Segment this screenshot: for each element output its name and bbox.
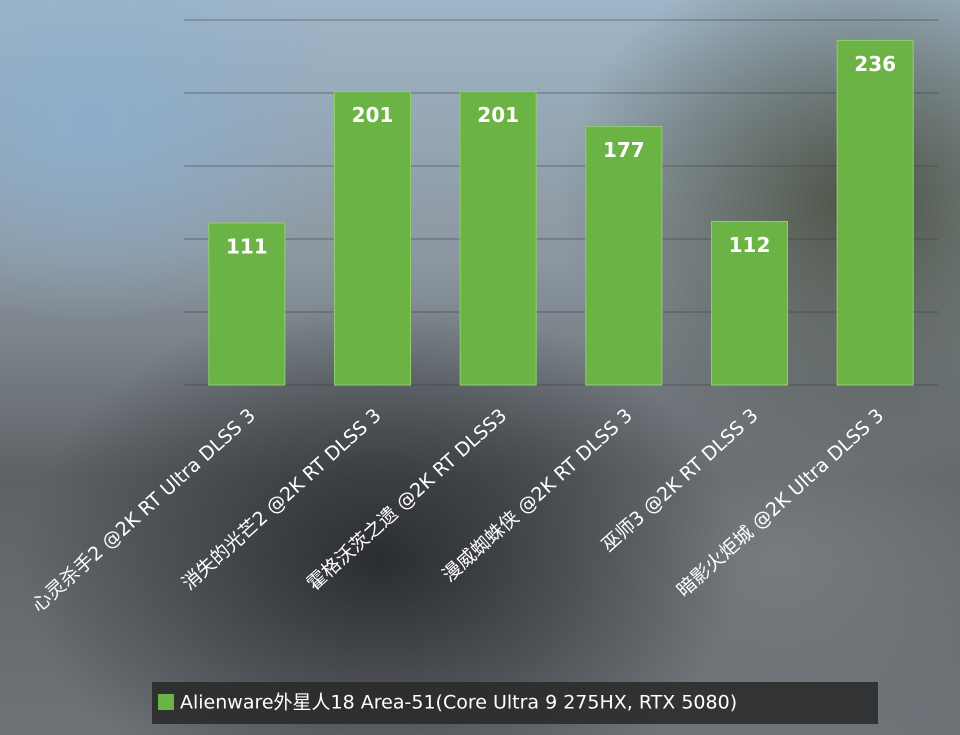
x-tick-label: 消失的光芒2 @2K RT DLSS 3 — [178, 404, 386, 594]
bar — [585, 126, 663, 386]
value-label: 111 — [226, 234, 268, 258]
legend-label: Alienware外星人18 Area-51(Core Ultra 9 275H… — [180, 692, 737, 714]
x-tick-label: 霍格沃茨之遗 @2K RT DLSS3 — [303, 404, 511, 595]
bar — [711, 220, 788, 386]
value-label: 201 — [352, 103, 394, 127]
value-label: 112 — [729, 233, 771, 257]
legend-box — [152, 682, 878, 724]
x-tick-label: 暗影火炬城 @2K Ultra DLSS 3 — [673, 404, 889, 601]
value-label: 236 — [854, 52, 896, 76]
value-label: 201 — [477, 103, 519, 127]
bar — [208, 222, 286, 386]
x-tick-label: 心灵杀手2 @2K RT Ultra DLSS 3 — [28, 404, 260, 616]
value-label: 177 — [603, 138, 645, 162]
bar — [334, 91, 411, 386]
bar — [459, 91, 537, 386]
legend-swatch — [158, 694, 174, 710]
bar — [836, 39, 914, 386]
